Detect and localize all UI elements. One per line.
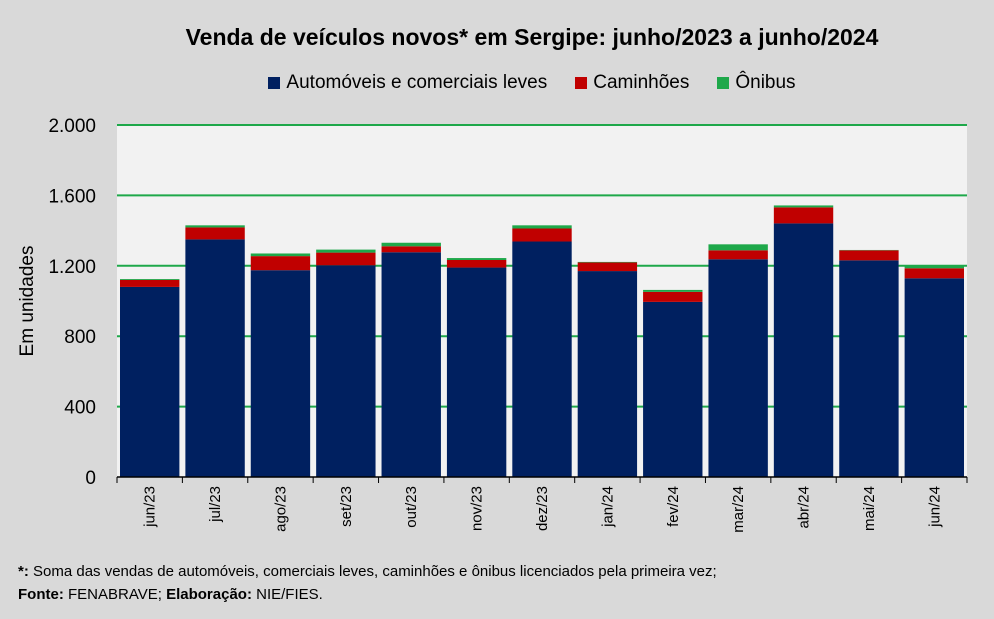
bar-segment xyxy=(904,265,964,269)
footnote-star-label: *: xyxy=(18,563,29,580)
legend-label: Caminhões xyxy=(593,72,690,93)
bar-segment xyxy=(381,252,441,477)
x-tick-label: abr/24 xyxy=(796,486,813,529)
bar-segment xyxy=(185,239,245,477)
bar-segment xyxy=(839,260,899,477)
bar-segment xyxy=(446,258,507,260)
x-tick-label: jan/24 xyxy=(599,486,616,528)
bar-segment xyxy=(839,250,899,261)
elaboration-text: NIE/FIES. xyxy=(251,586,323,603)
legend-item: Caminhões xyxy=(575,72,689,94)
bar-segment xyxy=(446,259,507,268)
x-tick-label: jul/23 xyxy=(207,486,224,523)
legend-swatch xyxy=(575,77,588,89)
bar-segment xyxy=(250,253,311,257)
source-text: FENABRAVE; xyxy=(63,586,167,603)
legend-item: Automóveis e comerciais leves xyxy=(268,72,547,94)
y-tick-label: 0 xyxy=(85,468,96,489)
x-tick-label: fev/24 xyxy=(665,486,682,527)
bar-segment xyxy=(316,265,376,477)
legend-label: Ônibus xyxy=(735,72,796,93)
bar-segment xyxy=(512,228,572,242)
y-tick-label: 1.200 xyxy=(48,257,96,278)
y-tick-label: 1.600 xyxy=(48,186,96,207)
bar-segment xyxy=(708,250,768,260)
x-tick-label: dez/23 xyxy=(534,486,551,531)
x-tick-label: jun/24 xyxy=(926,486,943,528)
y-tick-label: 2.000 xyxy=(48,116,96,137)
bar-segment xyxy=(446,267,507,477)
footnote-star-text: Soma das vendas de automóveis, comerciai… xyxy=(28,563,717,580)
bar-segment xyxy=(904,278,964,477)
bar-segment xyxy=(185,227,245,240)
bar-segment xyxy=(643,301,703,477)
y-tick-label: 400 xyxy=(64,398,96,419)
elaboration-label: Elaboração: xyxy=(166,586,252,603)
bar-segment xyxy=(773,223,834,477)
bar-segment xyxy=(120,279,180,287)
bar-segment xyxy=(250,256,311,271)
legend-swatch xyxy=(268,77,281,89)
x-tick-label: mar/24 xyxy=(730,486,747,533)
bar-segment xyxy=(316,249,376,253)
x-tick-label: mai/24 xyxy=(861,486,878,531)
bar-segment xyxy=(708,244,768,251)
bar-segment xyxy=(512,241,572,477)
bar-segment xyxy=(577,262,638,272)
bar-segment xyxy=(643,291,703,302)
bar-segment xyxy=(316,252,376,266)
bar-segment xyxy=(773,205,834,208)
bar-segment xyxy=(185,225,245,228)
y-axis-title: Em unidades xyxy=(17,246,38,357)
legend: Automóveis e comerciais leves Caminhões Ôn… xyxy=(0,72,994,94)
legend-label: Automóveis e comerciais leves xyxy=(286,72,548,93)
bar-segment xyxy=(120,286,180,477)
source-label: Fonte: xyxy=(18,586,64,603)
x-tick-label: set/23 xyxy=(338,486,355,527)
bar-segment xyxy=(708,259,768,477)
legend-swatch xyxy=(717,77,730,89)
bar-segment xyxy=(643,289,703,292)
chart-title: Venda de veículos novos* em Sergipe: jun… xyxy=(185,24,879,50)
bar-segment xyxy=(250,270,311,477)
x-tick-label: nov/23 xyxy=(469,486,486,531)
bar-segment xyxy=(381,242,441,247)
footnote-source: Fonte: FENABRAVE; Elaboração: NIE/FIES. xyxy=(18,586,323,603)
bar-segment xyxy=(120,279,180,280)
bar-segment xyxy=(577,271,638,477)
bar-segment xyxy=(512,225,572,229)
footnote-definition: *: Soma das vendas de automóveis, comerc… xyxy=(18,563,717,580)
bar-segment xyxy=(904,268,964,279)
bar-segment xyxy=(577,261,638,263)
legend-item: Ônibus xyxy=(717,72,796,94)
bar-segment xyxy=(773,207,834,224)
bar-segment xyxy=(381,246,441,253)
x-tick-label: out/23 xyxy=(403,486,420,528)
x-tick-label: jun/23 xyxy=(142,486,159,528)
x-tick-label: ago/23 xyxy=(272,486,289,532)
y-tick-label: 800 xyxy=(64,327,96,348)
